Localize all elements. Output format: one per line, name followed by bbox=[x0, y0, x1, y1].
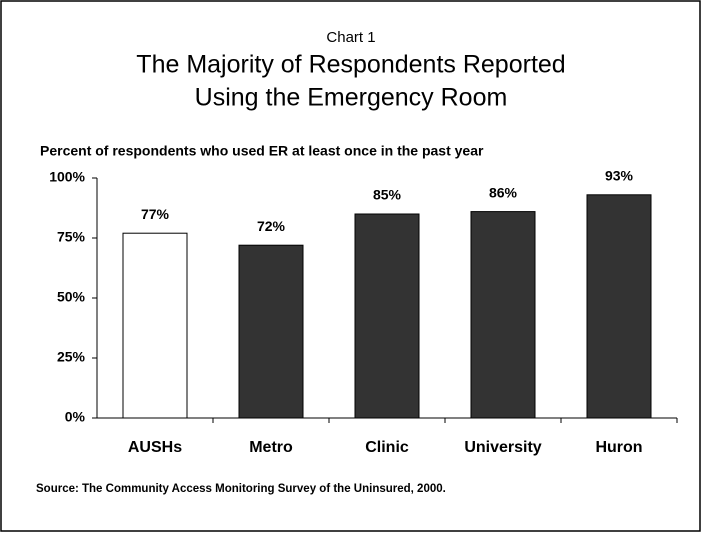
value-label: 85% bbox=[373, 187, 402, 203]
value-label: 86% bbox=[489, 184, 518, 200]
value-label: 77% bbox=[141, 206, 170, 222]
bar bbox=[354, 213, 420, 419]
y-tick-label: 100% bbox=[49, 169, 85, 185]
x-tick-label: AUSHs bbox=[128, 439, 182, 456]
y-tick-label: 50% bbox=[57, 289, 86, 305]
y-tick-label: 25% bbox=[57, 349, 86, 365]
chart-number: Chart 1 bbox=[326, 29, 375, 46]
bar bbox=[238, 244, 304, 419]
value-label: 93% bbox=[605, 168, 634, 184]
value-label: 72% bbox=[257, 218, 286, 234]
x-tick-label: University bbox=[464, 439, 541, 456]
x-tick-label: Metro bbox=[249, 439, 293, 456]
bar bbox=[122, 232, 188, 419]
x-tick-label: Clinic bbox=[365, 439, 409, 456]
bar bbox=[470, 211, 536, 419]
y-tick-label: 0% bbox=[65, 409, 86, 425]
chart-title: Using the Emergency Room bbox=[195, 84, 508, 112]
chart-title: The Majority of Respondents Reported bbox=[136, 51, 565, 79]
bar bbox=[586, 194, 652, 419]
x-tick-label: Huron bbox=[595, 439, 642, 456]
y-tick-label: 75% bbox=[57, 229, 86, 245]
subtitle: Percent of respondents who used ER at le… bbox=[40, 143, 484, 159]
source: Source: The Community Access Monitoring … bbox=[36, 483, 446, 495]
